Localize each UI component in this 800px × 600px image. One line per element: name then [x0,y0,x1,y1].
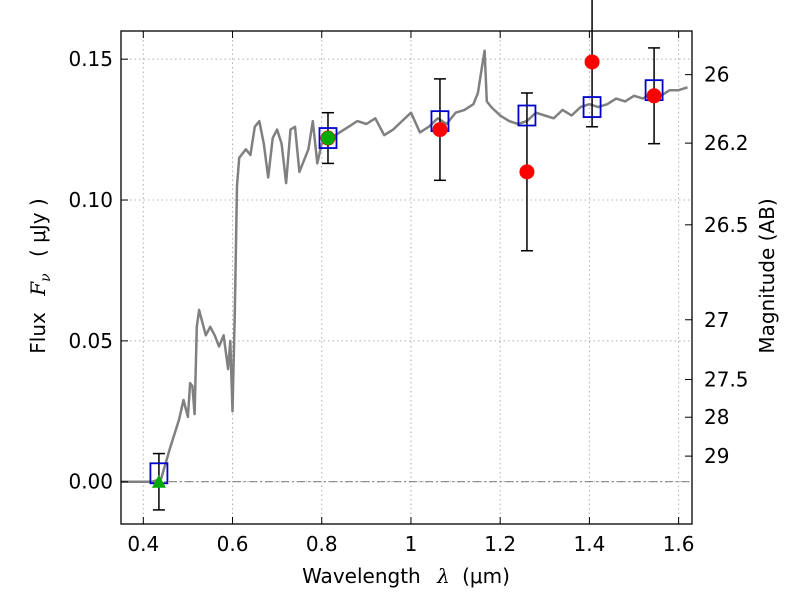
y2-tick-label: 28 [704,405,729,429]
y2-tick-label: 26 [704,63,729,87]
x-tick-label: 1 [405,532,418,556]
x-tick-labels: 0.4 0.6 0.8 1 1.2 1.4 1.6 [127,532,694,556]
observed-marker [646,88,662,104]
x-tick-label: 0.6 [217,532,249,556]
x-tick-label: 1.2 [484,532,516,556]
plot-frame [120,30,693,525]
model-photometry-marker [318,127,338,149]
y-tick-labels: 0.00 0.05 0.10 0.15 [68,47,113,494]
model-photometry-marker [582,96,602,118]
y-tick-label: 0.05 [68,329,113,353]
observed-marker [432,122,448,138]
y-tick-label: 0.15 [68,47,113,71]
data-points-layer [149,54,664,488]
x-tick-label: 0.4 [127,532,159,556]
observed-marker [519,164,535,180]
y-axis-title: Flux Fν ( μJy ) [26,198,55,353]
x-tick-label: 1.6 [663,532,695,556]
observed-marker [584,54,600,70]
y2-tick-label: 26.2 [704,131,749,155]
x-tick-label: 0.8 [306,532,338,556]
y2-axis-title: Magnitude (AB) [755,198,779,353]
y2-tick-label: 27.5 [704,367,749,391]
y-tick-label: 0.00 [68,470,113,494]
y2-tick-label: 29 [704,444,729,468]
tick-marks [121,31,692,524]
x-axis-title: Wavelength λ (μm) [302,564,510,588]
y2-tick-labels: 26 26.2 26.5 27 27.5 28 29 [704,63,749,468]
special-marker [151,474,166,488]
special-marker [320,131,335,146]
y2-tick-label: 26.5 [704,213,749,237]
model-spectrum-layer [121,49,688,483]
model-spectrum-line [121,49,688,483]
x-tick-label: 1.4 [573,532,605,556]
y2-tick-label: 27 [704,308,729,332]
y-tick-label: 0.10 [68,188,113,212]
model-photometry-marker [517,104,537,127]
error-bars-layer [152,0,661,511]
